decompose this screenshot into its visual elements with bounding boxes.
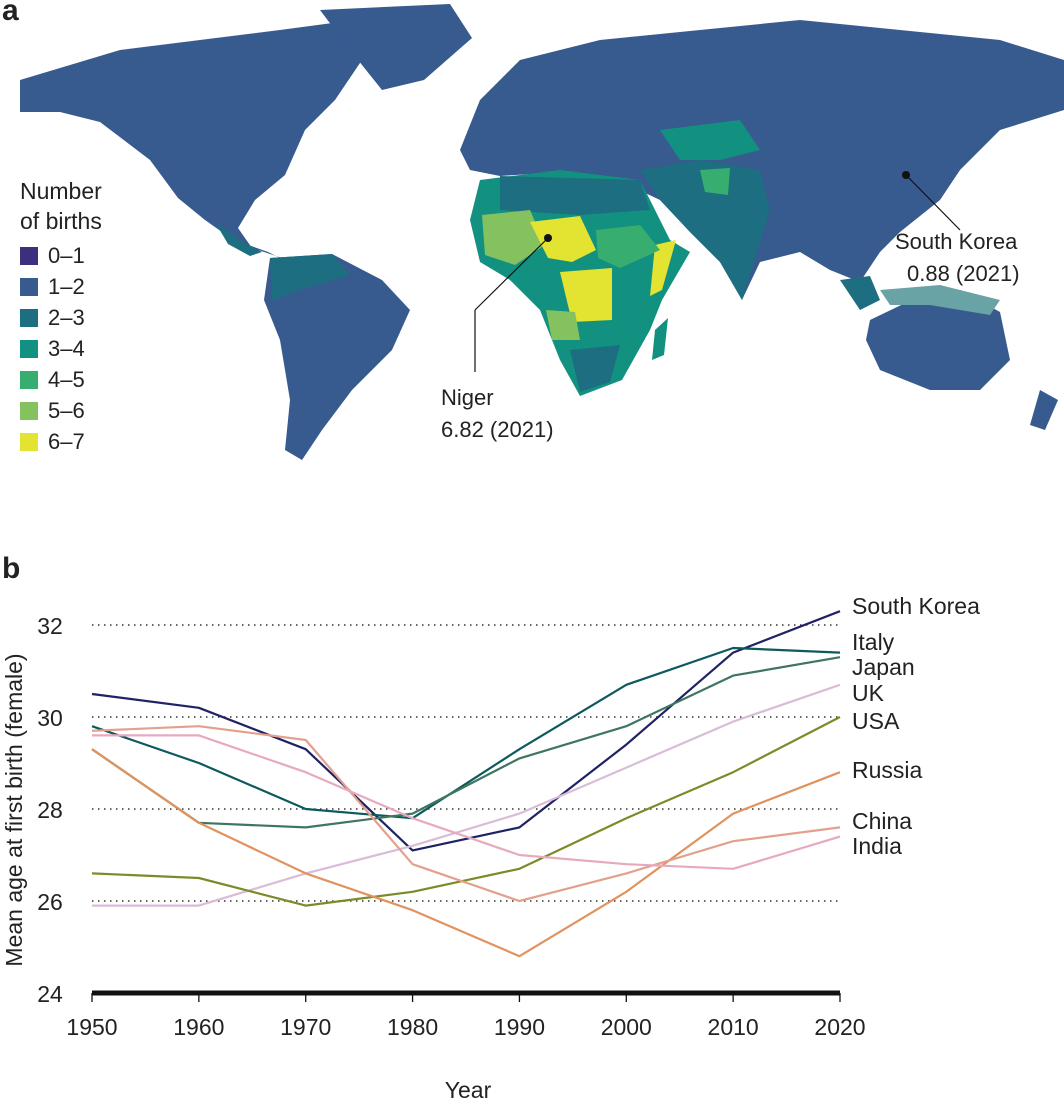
- series-line-china: [91, 725, 841, 903]
- legend-item: 2–3: [20, 302, 102, 333]
- y-axis-label: Mean age at first birth (female): [1, 653, 27, 966]
- x-tick-label: 2000: [601, 1014, 652, 1040]
- y-tick-label: 30: [37, 705, 63, 731]
- x-tick-label: 2020: [814, 1014, 865, 1040]
- legend-label: 3–4: [48, 335, 85, 361]
- x-tick-label: 1980: [387, 1014, 438, 1040]
- legend-swatch: [20, 308, 38, 327]
- x-tick-label: 1960: [173, 1014, 224, 1040]
- legend-label: 1–2: [48, 273, 85, 299]
- legend-label: 6–7: [48, 428, 85, 454]
- legend-item: 5–6: [20, 395, 102, 426]
- south-korea-value: 0.88 (2021): [907, 261, 1020, 286]
- south-america: [264, 254, 410, 460]
- series-label: India: [852, 833, 902, 859]
- map-legend: Number of births 0–1 1–2 2–3 3–4 4–5 5–6 6–7: [20, 176, 102, 457]
- panel-letter-a: a: [2, 0, 19, 27]
- series-label: USA: [852, 708, 900, 734]
- legend-item: 4–5: [20, 364, 102, 395]
- legend-swatch: [20, 246, 38, 265]
- series-label: UK: [852, 680, 885, 706]
- north-america: [20, 4, 472, 266]
- series-label: Italy: [852, 629, 895, 655]
- south-korea-label: South Korea: [895, 229, 1018, 254]
- africa: [470, 170, 690, 396]
- niger-annotation: Niger 6.82 (2021): [441, 382, 554, 446]
- series-label: Japan: [852, 654, 915, 680]
- legend-item: 1–2: [20, 271, 102, 302]
- y-tick-label: 26: [37, 889, 63, 915]
- x-tick-label: 1970: [280, 1014, 331, 1040]
- series-label: China: [852, 808, 912, 834]
- legend-label: 5–6: [48, 397, 85, 423]
- legend-title-line2: of births: [20, 208, 102, 234]
- niger-callout: [474, 234, 552, 372]
- world-map: [20, 4, 1064, 460]
- legend-item: 6–7: [20, 426, 102, 457]
- legend-item: 3–4: [20, 333, 102, 364]
- x-tick-label: 1990: [494, 1014, 545, 1040]
- series-line-russia: [91, 748, 841, 958]
- y-tick-label: 24: [37, 981, 63, 1007]
- australia-oceania: [866, 285, 1058, 430]
- eurasia: [460, 20, 1064, 310]
- legend-title-line1: Number: [20, 178, 102, 204]
- series-label: South Korea: [852, 593, 980, 619]
- panel-letter-b: b: [2, 552, 21, 585]
- south-korea-callout: [902, 171, 961, 231]
- series-line-usa: [91, 716, 841, 907]
- legend-label: 4–5: [48, 366, 85, 392]
- niger-label: Niger: [441, 385, 494, 410]
- south-korea-annotation: South Korea 0.88 (2021): [895, 226, 1020, 290]
- series-line-india: [92, 734, 841, 870]
- legend-item: 0–1: [20, 240, 102, 271]
- series-label: Russia: [852, 757, 923, 783]
- legend-label: 2–3: [48, 304, 85, 330]
- series-line-japan: [91, 656, 841, 829]
- series-line-uk: [92, 683, 841, 907]
- series-line-south-korea: [91, 610, 841, 852]
- legend-swatch: [20, 370, 38, 389]
- x-axis-label: Year: [445, 1077, 492, 1101]
- legend-swatch: [20, 401, 38, 420]
- legend-swatch: [20, 432, 38, 451]
- y-tick-label: 28: [37, 797, 63, 823]
- y-tick-label: 32: [37, 613, 63, 639]
- legend-swatch: [20, 277, 38, 296]
- series-line-italy: [91, 646, 841, 820]
- x-tick-label: 2010: [708, 1014, 759, 1040]
- x-tick-label: 1950: [66, 1014, 117, 1040]
- legend-label: 0–1: [48, 242, 85, 268]
- legend-swatch: [20, 339, 38, 358]
- niger-value: 6.82 (2021): [441, 417, 554, 442]
